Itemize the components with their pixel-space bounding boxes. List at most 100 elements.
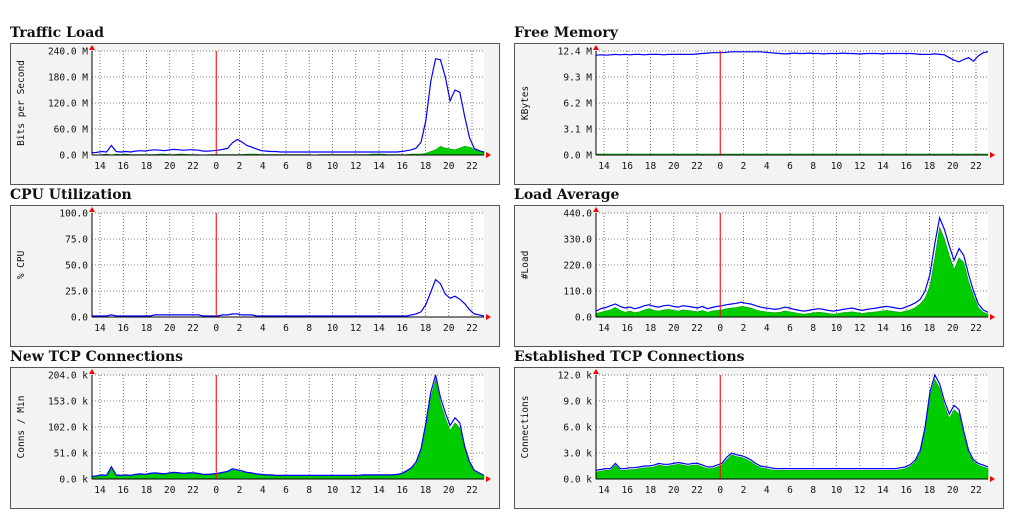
y-tick-label: 9.3 M	[563, 73, 592, 84]
y-tick-label: 51.0 k	[54, 449, 89, 460]
y-tick-label: 102.0 k	[48, 423, 88, 434]
series-out-line	[91, 58, 485, 154]
y-tick-label: 0.0	[575, 313, 592, 324]
x-tick-label: 18	[924, 485, 936, 496]
y-tick-label: 204.0 k	[48, 371, 88, 382]
x-tick-label: 4	[764, 161, 770, 172]
x-tick-label: 4	[260, 323, 266, 334]
y-tick-label: 180.0 M	[48, 73, 88, 84]
x-axis-arrow	[486, 152, 491, 158]
new-tcp-connections-panel: New TCP Connections 0.0 k 51.0 k 102.0 k 15…	[10, 349, 500, 509]
x-tick-label: 16	[901, 161, 913, 172]
y-tick-label: 3.0 k	[563, 449, 592, 460]
x-tick-label: 20	[164, 161, 176, 172]
x-tick-label: 12	[350, 485, 361, 496]
x-tick-label: 10	[831, 323, 843, 334]
x-tick-label: 10	[327, 485, 339, 496]
x-tick-label: 18	[924, 323, 936, 334]
y-tick-label: 0.0 k	[563, 475, 592, 486]
x-tick-label: 16	[118, 161, 130, 172]
x-tick-label: 18	[141, 323, 153, 334]
y-axis-label: #Load	[520, 251, 531, 280]
x-tick-label: 0	[717, 485, 723, 496]
x-tick-label: 20	[947, 323, 959, 334]
y-tick-label: 240.0 M	[48, 47, 88, 58]
x-tick-label: 12	[854, 161, 865, 172]
x-tick-label: 8	[810, 161, 816, 172]
x-tick-label: 14	[598, 485, 610, 496]
y-tick-label: 120.0 M	[48, 99, 88, 110]
series-in-area	[595, 378, 989, 480]
x-tick-label: 20	[443, 485, 455, 496]
x-tick-label: 8	[306, 485, 312, 496]
x-tick-label: 22	[187, 323, 198, 334]
x-tick-label: 0	[213, 485, 219, 496]
x-tick-label: 8	[810, 485, 816, 496]
x-tick-label: 0	[213, 161, 219, 172]
free-memory-panel: Free Memory 0.0 M 3.1 M 6.2 M 9.3 M 12.4 M 14…	[514, 25, 1004, 185]
x-tick-label: 14	[94, 485, 106, 496]
x-tick-label: 8	[810, 323, 816, 334]
cpu-utilization-chart: 0.0 25.0 50.0 75.0 100.0 14 16 18 20 22 0 2 4 6 8 10 12 1…	[10, 205, 500, 347]
x-tick-label: 20	[164, 485, 176, 496]
series-out-line	[595, 215, 989, 313]
x-tick-label: 18	[420, 485, 432, 496]
x-tick-label: 18	[924, 161, 936, 172]
series-out-line	[595, 373, 989, 471]
y-tick-label: 25.0	[65, 287, 88, 298]
x-tick-label: 10	[831, 485, 843, 496]
x-tick-label: 6	[283, 323, 289, 334]
x-tick-label: 22	[466, 161, 477, 172]
x-tick-label: 2	[741, 485, 747, 496]
x-tick-label: 16	[622, 323, 634, 334]
y-axis-arrow	[593, 369, 599, 374]
x-tick-label: 18	[645, 323, 657, 334]
y-axis-label: Bits per Second	[16, 60, 27, 146]
x-tick-label: 22	[970, 323, 981, 334]
x-tick-label: 10	[327, 161, 339, 172]
x-tick-label: 16	[901, 323, 913, 334]
y-tick-label: 440.0	[563, 209, 592, 220]
load-average-panel: Load Average 0.0 110.0 220.0 330.0 440.0 14 16…	[514, 187, 1004, 347]
x-tick-label: 4	[764, 485, 770, 496]
y-axis-arrow	[89, 207, 95, 212]
load-average-chart: 0.0 110.0 220.0 330.0 440.0 14 16 18 20 22 0 2 4 6 8 10…	[514, 205, 1004, 347]
x-tick-label: 2	[237, 323, 243, 334]
x-tick-label: 4	[764, 323, 770, 334]
x-tick-label: 22	[970, 485, 981, 496]
x-axis-arrow	[990, 476, 995, 482]
x-axis-arrow	[990, 152, 995, 158]
x-tick-label: 12	[350, 161, 361, 172]
x-tick-label: 14	[598, 323, 610, 334]
y-axis-label: % CPU	[16, 250, 27, 279]
x-tick-label: 22	[187, 161, 198, 172]
y-tick-label: 0.0 k	[59, 475, 88, 486]
series-out-line	[91, 374, 485, 478]
x-tick-label: 22	[691, 323, 702, 334]
y-axis-arrow	[593, 207, 599, 212]
x-tick-label: 14	[94, 161, 106, 172]
x-tick-label: 18	[420, 161, 432, 172]
x-tick-label: 14	[877, 161, 889, 172]
x-tick-label: 0	[213, 323, 219, 334]
established-tcp-connections-panel: Established TCP Connections 0.0 k 3.0 k 6.…	[514, 349, 1004, 509]
x-tick-label: 16	[622, 161, 634, 172]
traffic-load-title: Traffic Load	[10, 25, 105, 41]
y-axis-arrow	[89, 369, 95, 374]
x-tick-label: 6	[283, 161, 289, 172]
series-out-line	[595, 51, 989, 63]
x-axis-arrow	[486, 476, 491, 482]
series-in-area	[595, 226, 989, 318]
x-tick-label: 20	[668, 485, 680, 496]
x-axis-arrow	[990, 314, 995, 320]
x-tick-label: 12	[854, 485, 865, 496]
x-tick-label: 16	[118, 323, 130, 334]
x-tick-label: 8	[306, 161, 312, 172]
x-tick-label: 0	[717, 161, 723, 172]
cpu-utilization-panel: CPU Utilization 0.0 25.0 50.0 75.0 100.0 14 16…	[10, 187, 500, 347]
x-tick-label: 16	[901, 485, 913, 496]
x-tick-label: 14	[877, 485, 889, 496]
new-tcp-connections-title: New TCP Connections	[10, 349, 184, 365]
